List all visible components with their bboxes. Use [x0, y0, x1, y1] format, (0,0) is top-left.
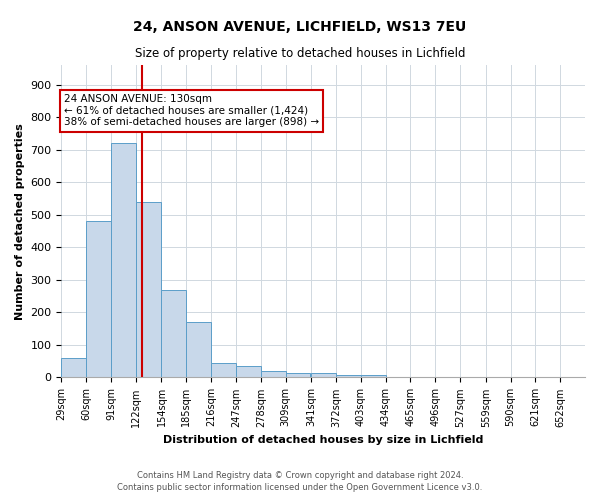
Bar — [136, 202, 161, 378]
Bar — [86, 221, 111, 378]
Bar — [111, 143, 136, 378]
Text: Size of property relative to detached houses in Lichfield: Size of property relative to detached ho… — [135, 48, 465, 60]
Bar — [186, 322, 211, 378]
Bar — [61, 358, 86, 378]
Bar — [236, 366, 261, 378]
Y-axis label: Number of detached properties: Number of detached properties — [15, 123, 25, 320]
Text: Contains HM Land Registry data © Crown copyright and database right 2024.: Contains HM Land Registry data © Crown c… — [137, 471, 463, 480]
Text: 24 ANSON AVENUE: 130sqm
← 61% of detached houses are smaller (1,424)
38% of semi: 24 ANSON AVENUE: 130sqm ← 61% of detache… — [64, 94, 319, 128]
Bar — [311, 372, 336, 378]
X-axis label: Distribution of detached houses by size in Lichfield: Distribution of detached houses by size … — [163, 435, 484, 445]
Bar — [261, 371, 286, 378]
Bar — [361, 375, 386, 378]
Text: Contains public sector information licensed under the Open Government Licence v3: Contains public sector information licen… — [118, 484, 482, 492]
Bar — [161, 290, 186, 378]
Text: 24, ANSON AVENUE, LICHFIELD, WS13 7EU: 24, ANSON AVENUE, LICHFIELD, WS13 7EU — [133, 20, 467, 34]
Bar — [286, 372, 310, 378]
Bar — [211, 363, 236, 378]
Bar — [336, 375, 361, 378]
